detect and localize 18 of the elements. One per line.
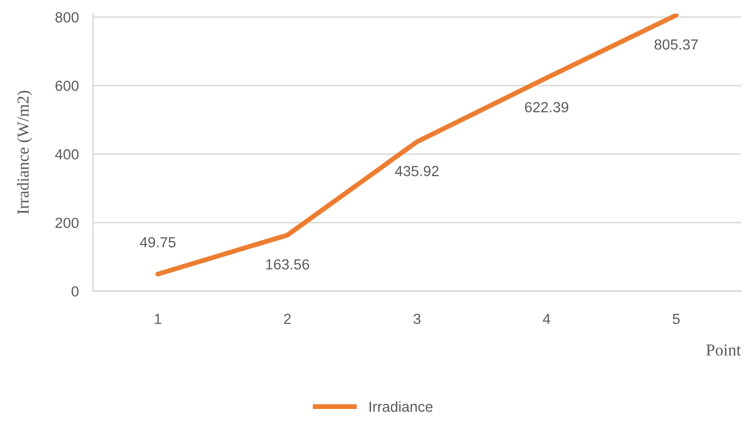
x-tick-label: 1 [154, 314, 162, 324]
x-tick-label: 4 [542, 314, 550, 324]
y-tick-label: 0 [72, 286, 79, 297]
data-label: 49.75 [140, 237, 176, 248]
y-tick-label: 200 [56, 218, 79, 228]
x-tick-label: 2 [284, 314, 291, 324]
data-label: 435.92 [395, 166, 439, 176]
x-axis-title: Point [706, 344, 741, 356]
data-label: 163.56 [266, 259, 310, 270]
legend-label: Irradiance [370, 401, 432, 412]
y-axis-title: Irradiance (W/m2) [17, 90, 32, 214]
y-tick-label: 400 [55, 149, 79, 160]
y-tick-label: 800 [55, 12, 79, 22]
data-label: 805.37 [654, 39, 698, 50]
y-tick-label: 600 [56, 80, 79, 91]
x-tick-label: 3 [414, 314, 420, 324]
data-label: 622.39 [525, 102, 568, 112]
x-tick-label: 5 [672, 314, 680, 324]
